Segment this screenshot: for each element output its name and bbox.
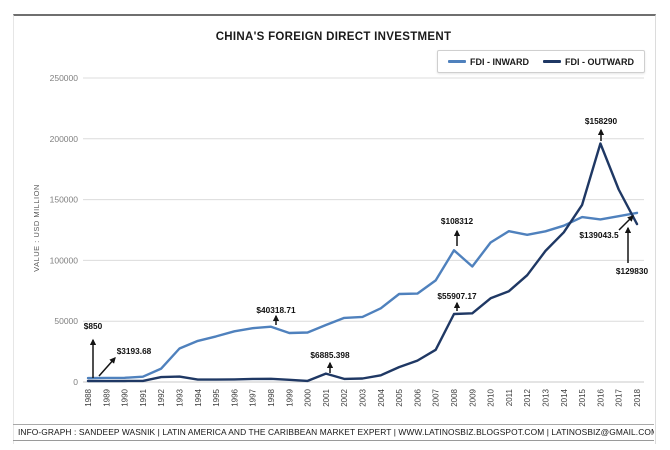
legend-label-outward: FDI - OUTWARD: [565, 56, 634, 67]
legend-item-outward: FDI - OUTWARD: [543, 57, 634, 67]
y-tick-label-100000: 100000: [50, 255, 79, 265]
x-tick-label-1988: 1988: [84, 388, 93, 406]
annotation-arrow-7: [618, 215, 634, 231]
x-tick-label-2012: 2012: [523, 388, 532, 406]
annotation-label-0: $850: [83, 321, 103, 331]
annotation-arrow-1: [98, 357, 116, 377]
x-tick-label-1995: 1995: [212, 388, 221, 406]
x-tick-label-2015: 2015: [578, 388, 587, 406]
footer-credit: INFO-GRAPH : SANDEEP WASNIK | LATIN AMER…: [13, 424, 654, 441]
legend: FDI - INWARD FDI - OUTWARD: [437, 50, 645, 73]
x-tick-label-1990: 1990: [121, 388, 130, 406]
y-tick-label-0: 0: [73, 377, 78, 387]
chart-title: CHINA'S FOREIGN DIRECT INVESTMENT: [215, 31, 452, 43]
y-tick-label-50000: 50000: [54, 316, 78, 326]
y-tick-label-150000: 150000: [50, 195, 79, 205]
legend-label-inward: FDI - INWARD: [470, 56, 529, 67]
annotation-label-2: $40318.71: [256, 305, 296, 315]
annotation-label-4: $108312: [440, 216, 474, 226]
series-line-fdi-outward: [86, 142, 639, 383]
x-tick-label-2007: 2007: [432, 388, 441, 406]
x-tick-label-1993: 1993: [176, 388, 185, 406]
series-line-fdi-inward: [86, 211, 639, 380]
x-tick-label-2009: 2009: [468, 388, 477, 406]
chart-frame: [13, 14, 656, 444]
x-tick-label-2016: 2016: [596, 388, 605, 406]
annotation-label-7: $139043.5: [579, 230, 619, 240]
x-tick-label-1998: 1998: [267, 388, 276, 406]
x-tick-label-2001: 2001: [322, 388, 331, 406]
x-tick-label-1991: 1991: [139, 388, 148, 406]
annotation-label-1: $3193.68: [116, 346, 152, 356]
x-tick-label-2013: 2013: [542, 388, 551, 406]
x-tick-label-1996: 1996: [230, 388, 239, 406]
x-tick-label-2008: 2008: [450, 388, 459, 406]
x-tick-label-1994: 1994: [194, 388, 203, 406]
x-tick-label-2003: 2003: [359, 388, 368, 406]
legend-item-inward: FDI - INWARD: [448, 57, 529, 67]
y-tick-label-200000: 200000: [50, 134, 79, 144]
x-tick-label-2010: 2010: [487, 388, 496, 406]
x-tick-label-2011: 2011: [505, 388, 514, 406]
x-tick-label-1989: 1989: [102, 388, 111, 406]
x-tick-label-2014: 2014: [560, 388, 569, 406]
annotation-label-3: $6885.398: [310, 350, 350, 360]
x-tick-label-2000: 2000: [304, 388, 313, 406]
x-tick-label-2004: 2004: [377, 388, 386, 406]
x-tick-label-2017: 2017: [615, 388, 624, 406]
annotation-label-5: $55907.17: [437, 291, 477, 301]
x-tick-label-2006: 2006: [413, 388, 422, 406]
annotation-label-8: $129830: [615, 266, 649, 276]
x-tick-label-2002: 2002: [340, 388, 349, 406]
x-tick-label-2005: 2005: [395, 388, 404, 406]
x-tick-label-1992: 1992: [157, 388, 166, 406]
x-tick-label-1999: 1999: [285, 388, 294, 406]
y-tick-label-250000: 250000: [50, 73, 79, 83]
inward-line-swatch: [448, 60, 466, 63]
outward-line-swatch: [543, 60, 561, 63]
x-tick-label-2018: 2018: [633, 388, 642, 406]
x-tick-label-1997: 1997: [249, 388, 258, 406]
annotation-label-6: $158290: [584, 116, 618, 126]
